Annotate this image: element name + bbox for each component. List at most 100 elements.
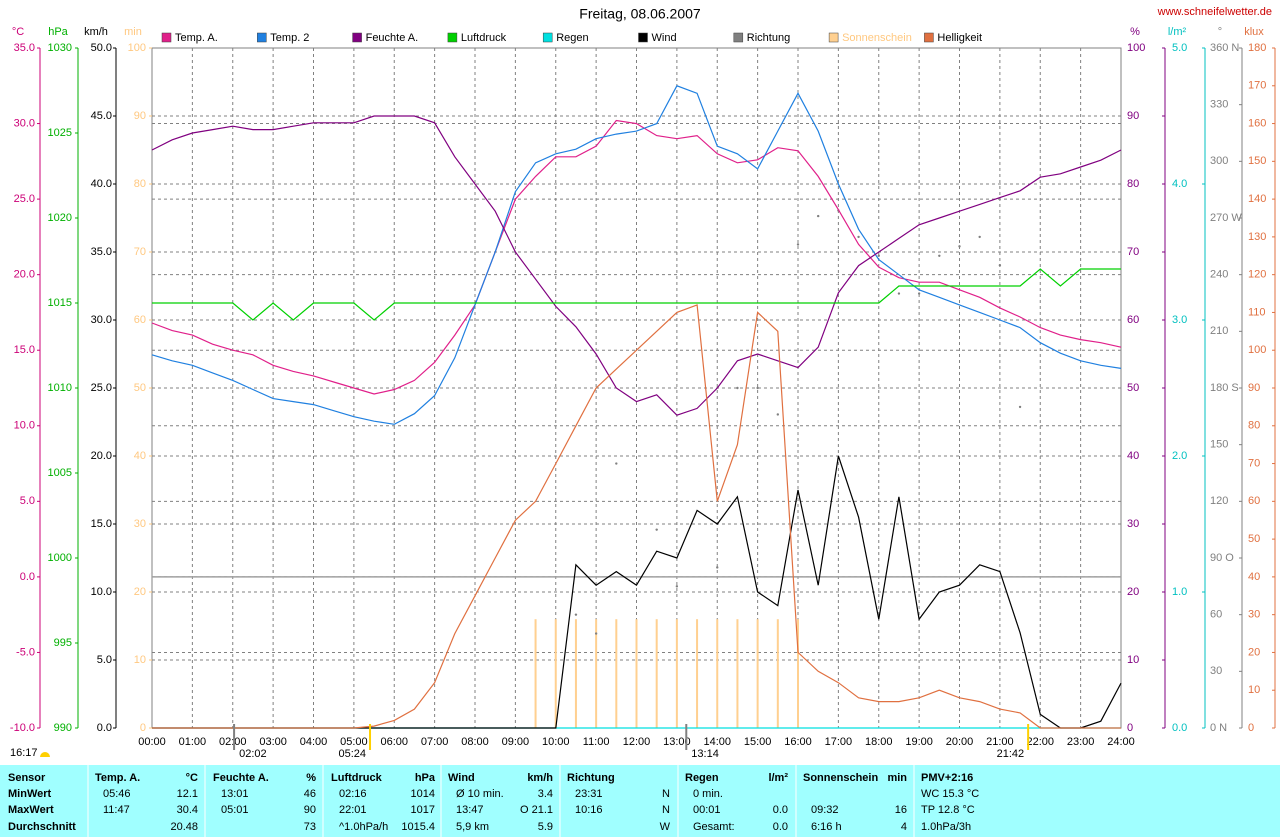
y-tick-label: 60 [1248, 495, 1260, 507]
y-tick-label: 1020 [48, 212, 72, 224]
table-cell: 6:16 h [811, 821, 842, 833]
y-tick-label: 1015 [48, 297, 72, 309]
x-tick-label: 03:00 [259, 736, 287, 748]
table-cell: 5.9 [538, 821, 553, 833]
y-tick-label: 50 [134, 382, 146, 394]
table-cell: Ø 10 min. [456, 788, 504, 800]
x-tick-label: 24:00 [1107, 736, 1135, 748]
y-tick-label: 30.0 [14, 117, 35, 129]
x-tick-label: 18:00 [865, 736, 893, 748]
table-header: Richtung [567, 772, 615, 784]
y-tick-label: 10 [134, 654, 146, 666]
y-tick-label: 50 [1127, 382, 1139, 394]
table-cell: 0.0 [773, 804, 788, 816]
y-tick-label: 80 [1127, 178, 1139, 190]
axis-title: min [124, 26, 142, 38]
y-tick-label: 995 [54, 637, 72, 649]
y-tick-label: 5.0 [97, 654, 112, 666]
x-tick-label: 22:00 [1026, 736, 1054, 748]
x-tick-label: 16:00 [784, 736, 812, 748]
direction-dot [675, 585, 679, 588]
y-tick-label: 0.0 [97, 722, 112, 734]
table-cell: 05:46 [103, 788, 131, 800]
y-tick-label: -5.0 [16, 646, 35, 658]
y-tick-label: 50.0 [91, 42, 112, 54]
table-cell: 02:16 [339, 788, 367, 800]
y-tick-label: 15.0 [14, 344, 35, 356]
series-line [151, 115, 1122, 416]
row-label: Durchschnitt [8, 821, 76, 833]
direction-dot [716, 566, 719, 569]
table-header: Luftdruck [331, 772, 383, 784]
x-tick-label: 11:00 [583, 736, 610, 748]
table-header-unit: hPa [415, 772, 436, 784]
y-tick-label: 5.0 [20, 495, 35, 507]
y-tick-label: 40 [1248, 571, 1260, 583]
direction-dot [796, 243, 800, 246]
table-cell: 00:01 [693, 804, 721, 816]
direction-dot [958, 245, 961, 248]
y-tick-label: 0.0 [20, 571, 35, 583]
y-tick-label: 30 [1210, 665, 1222, 677]
y-tick-label: 0 N [1210, 722, 1227, 734]
y-tick-label: 100 [128, 42, 146, 54]
row-label: MinWert [8, 788, 52, 800]
legend-label: Wind [652, 32, 677, 44]
legend-label: Regen [556, 32, 588, 44]
y-tick-label: 60 [1210, 609, 1222, 621]
y-tick-label: 10 [1127, 654, 1139, 666]
y-tick-label: 0 [140, 722, 146, 734]
y-tick-label: 300 [1210, 155, 1228, 167]
legend-swatch [447, 32, 458, 43]
time-marker-label: 13:14 [691, 748, 719, 760]
x-tick-label: 17:00 [825, 736, 853, 748]
x-tick-label: 05:00 [340, 736, 368, 748]
direction-dot [978, 235, 981, 239]
table-cell: 3.4 [538, 788, 553, 800]
y-tick-label: 45.0 [91, 110, 112, 122]
y-tick-label: 30 [134, 518, 146, 530]
y-tick-label: 170 [1248, 80, 1266, 92]
y-tick-label: 0 [1248, 722, 1254, 734]
legend-swatch [733, 32, 744, 43]
table-cell: 10:16 [575, 804, 603, 816]
table-cell: 0.0 [773, 821, 788, 833]
source-link: www.schneifelwetter.de [1157, 6, 1272, 18]
direction-dot [816, 214, 820, 218]
y-tick-label: 90 O [1210, 552, 1234, 564]
y-tick-label: 1030 [48, 42, 72, 54]
y-tick-label: 25.0 [91, 382, 112, 394]
series-line [152, 304, 1121, 729]
legend-swatch [638, 32, 648, 43]
y-tick-label: 160 [1248, 117, 1266, 129]
x-tick-label: 13:00 [663, 736, 691, 748]
direction-dot [594, 632, 598, 635]
y-tick-label: 10.0 [14, 420, 35, 432]
y-tick-label: 270 W [1210, 212, 1242, 224]
axis-title: ° [1218, 26, 1222, 38]
x-tick-label: 20:00 [946, 736, 974, 748]
x-tick-label: 00:00 [138, 736, 166, 748]
axis-title: l/m² [1168, 26, 1187, 38]
y-tick-label: 20 [1127, 586, 1139, 598]
table-cell: 13:47 [456, 804, 484, 816]
y-tick-label: 100 [1127, 42, 1145, 54]
legend-label: Helligkeit [937, 32, 982, 44]
sunshine-bar [635, 619, 638, 728]
x-tick-label: 08:00 [461, 736, 489, 748]
table-cell: WC 15.3 °C [921, 788, 979, 800]
y-tick-label: 130 [1248, 231, 1266, 243]
x-tick-label: 09:00 [502, 736, 530, 748]
sunshine-bar [776, 619, 779, 728]
table-cell: 05:01 [221, 804, 249, 816]
table-cell: 09:32 [811, 804, 839, 816]
y-tick-label: 40 [134, 450, 146, 462]
direction-dot [857, 235, 860, 239]
legend-label: Luftdruck [461, 32, 507, 44]
time-marker-label: 21:42 [997, 748, 1025, 760]
y-tick-label: 0 [1127, 722, 1133, 734]
y-tick-label: 0.0 [1172, 722, 1187, 734]
legend-label: Feuchte A. [366, 32, 419, 44]
legend-swatch [924, 32, 934, 43]
